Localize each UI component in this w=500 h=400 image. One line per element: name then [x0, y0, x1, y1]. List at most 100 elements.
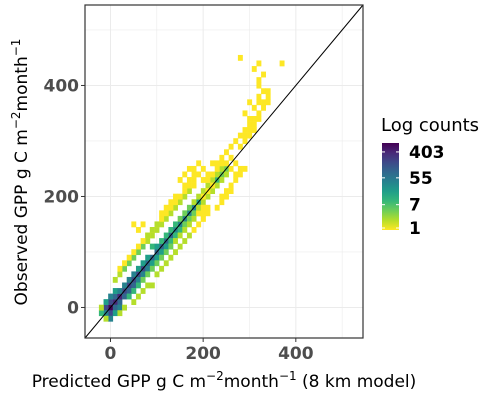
heatmap-cell — [117, 271, 122, 277]
heatmap-cell — [164, 260, 169, 266]
heatmap-cell — [173, 221, 178, 227]
heatmap-cell — [168, 238, 173, 244]
heatmap-cell — [229, 166, 234, 172]
heatmap-cell — [201, 199, 206, 205]
heatmap-cell — [210, 160, 215, 166]
heatmap-cell — [252, 105, 257, 111]
heatmap-cell — [201, 188, 206, 194]
heatmap-cell — [219, 160, 224, 166]
heatmap-cell — [182, 221, 187, 227]
heatmap-cell — [127, 255, 132, 261]
heatmap-cell — [219, 166, 224, 172]
heatmap-cell — [192, 183, 197, 189]
y-axis-title: Observed GPP g C m−2month−1 — [9, 39, 32, 306]
heatmap-cell — [243, 138, 248, 144]
heatmap-cell — [187, 216, 192, 222]
heatmap-cell — [187, 205, 192, 211]
heatmap-cell — [99, 310, 104, 316]
legend-label: 403 — [409, 143, 445, 163]
heatmap-cell — [247, 116, 252, 122]
heatmap-cell — [252, 122, 257, 128]
heatmap-cell — [252, 127, 257, 133]
heatmap-cell — [122, 266, 127, 272]
heatmap-cell — [182, 172, 187, 178]
heatmap-cell — [159, 255, 164, 261]
y-tick-label: 200 — [44, 187, 80, 207]
heatmap-cell — [215, 183, 220, 189]
heatmap-cell — [238, 166, 243, 172]
heatmap-cell — [113, 294, 118, 300]
heatmap-cell — [247, 99, 252, 105]
heatmap-cell — [266, 88, 271, 94]
heatmap-cell — [192, 199, 197, 205]
heatmap-cell — [187, 188, 192, 194]
heatmap-cell — [238, 133, 243, 139]
heatmap-cell — [159, 238, 164, 244]
heatmap-cell — [159, 221, 164, 227]
heatmap-cell — [182, 183, 187, 189]
heatmap-cell — [178, 233, 183, 239]
heatmap-cell — [266, 94, 271, 100]
heatmap-cell — [256, 110, 261, 116]
heatmap-cell — [150, 244, 155, 250]
heatmap-cell — [141, 238, 146, 244]
heatmap-cell — [243, 133, 248, 139]
heatmap-cell — [113, 310, 118, 316]
heatmap-cell — [261, 99, 266, 105]
heatmap-cell — [229, 144, 234, 150]
heatmap-cell — [173, 205, 178, 211]
heatmap-cell — [233, 160, 238, 166]
heatmap-cell — [187, 166, 192, 172]
heatmap-cell — [192, 227, 197, 233]
heatmap-cell — [178, 244, 183, 250]
heatmap-cell — [168, 205, 173, 211]
heatmap-cell — [131, 255, 136, 261]
heatmap-cell — [201, 177, 206, 183]
heatmap-cell — [113, 305, 118, 311]
x-tick-label: 400 — [278, 344, 314, 364]
heatmap-cell — [136, 266, 141, 272]
heatmap-cell — [131, 271, 136, 277]
heatmap-cell — [219, 177, 224, 183]
heatmap-cell — [280, 61, 285, 67]
heatmap-cell — [108, 294, 113, 300]
heatmap-cell — [243, 110, 248, 116]
heatmap-cell — [164, 205, 169, 211]
heatmap-cell — [164, 244, 169, 250]
heatmap-cell — [224, 194, 229, 200]
heatmap-cell — [131, 221, 136, 227]
heatmap-cell — [159, 266, 164, 272]
heatmap-cell — [261, 72, 266, 78]
heatmap-cell — [117, 288, 122, 294]
heatmap-cell — [168, 255, 173, 261]
heatmap-cell — [182, 188, 187, 194]
heatmap-cell — [173, 199, 178, 205]
heatmap-cell — [201, 205, 206, 211]
heatmap-cell — [196, 172, 201, 178]
heatmap-cell — [196, 221, 201, 227]
heatmap-cell — [210, 177, 215, 183]
heatmap-cell — [256, 83, 261, 89]
heatmap-cell — [145, 233, 150, 239]
heatmap-cell — [243, 166, 248, 172]
heatmap-cell — [178, 216, 183, 222]
heatmap-cell — [192, 210, 197, 216]
heatmap-cell — [205, 183, 210, 189]
heatmap-cell — [127, 260, 132, 266]
heatmap-cell — [261, 88, 266, 94]
heatmap-cell — [122, 305, 127, 311]
heatmap-cell — [187, 221, 192, 227]
heatmap-cell — [136, 227, 141, 233]
heatmap-cell — [192, 216, 197, 222]
heatmap-cell — [233, 138, 238, 144]
heatmap-cell — [131, 249, 136, 255]
heatmap-cell — [192, 166, 197, 172]
heatmap-cell — [205, 177, 210, 183]
heatmap-cell — [229, 155, 234, 161]
heatmap-bins — [99, 55, 285, 322]
heatmap-cell — [159, 210, 164, 216]
heatmap-cell — [256, 61, 261, 67]
heatmap-cell — [127, 294, 132, 300]
legend-colorbar — [382, 143, 399, 230]
